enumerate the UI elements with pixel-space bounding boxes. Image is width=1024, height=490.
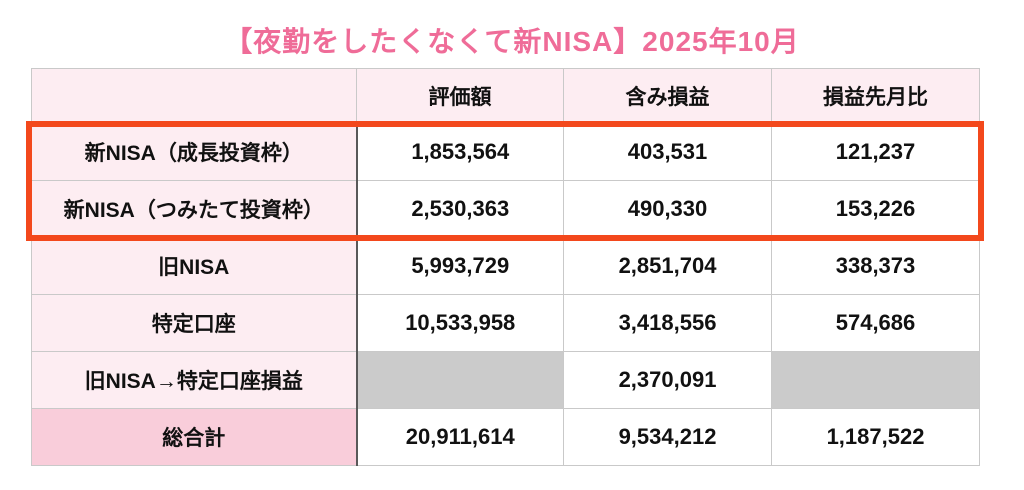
column-header-unrealized-gain: 含み損益 [563,68,772,124]
cell-value: 153,226 [771,180,980,238]
cell-value: 403,531 [563,123,772,181]
row-label: 新NISA（つみたて投資枠） [31,180,358,238]
cell-value: 1,187,522 [771,408,980,466]
column-header-valuation: 評価額 [356,68,564,124]
row-label: 旧NISA→特定口座損益 [31,351,358,409]
cell-value: 2,370,091 [563,351,772,409]
table-row-tokutei-koza: 特定口座 10,533,958 3,418,556 574,686 [31,294,980,352]
row-label: 旧NISA [31,237,358,295]
table-row-kyu-nisa: 旧NISA 5,993,729 2,851,704 338,373 [31,237,980,295]
grayed-cell [356,351,564,409]
cell-value: 121,237 [771,123,980,181]
header-row: 評価額 含み損益 損益先月比 [31,68,980,124]
cell-value: 10,533,958 [356,294,564,352]
table-row-shin-nisa-tsumitate: 新NISA（つみたて投資枠） 2,530,363 490,330 153,226 [31,180,980,238]
cell-value: 9,534,212 [563,408,772,466]
cell-value: 1,853,564 [356,123,564,181]
cell-value: 2,851,704 [563,237,772,295]
cell-value: 5,993,729 [356,237,564,295]
column-header-blank [31,68,357,124]
cell-value: 20,911,614 [356,408,564,466]
cell-value: 490,330 [563,180,772,238]
column-header-gain-vs-last-month: 損益先月比 [771,68,980,124]
cell-value: 338,373 [771,237,980,295]
nisa-summary-table-wrap: 評価額 含み損益 損益先月比 新NISA（成長投資枠） 1,853,564 40… [26,68,984,466]
row-label: 新NISA（成長投資枠） [31,123,358,181]
row-label-total: 総合計 [31,408,358,466]
page-title: 【夜勤をしたくなくて新NISA】2025年10月 [224,26,800,57]
grayed-cell [771,351,980,409]
cell-value: 574,686 [771,294,980,352]
table-row-shin-nisa-growth: 新NISA（成長投資枠） 1,853,564 403,531 121,237 [31,123,980,181]
cell-value: 3,418,556 [563,294,772,352]
nisa-summary-table: 評価額 含み損益 損益先月比 新NISA（成長投資枠） 1,853,564 40… [31,68,980,466]
table-row-kyu-nisa-to-tokutei: 旧NISA→特定口座損益 2,370,091 [31,351,980,409]
row-label: 特定口座 [31,294,358,352]
cell-value: 2,530,363 [356,180,564,238]
table-row-grand-total: 総合計 20,911,614 9,534,212 1,187,522 [31,408,980,466]
